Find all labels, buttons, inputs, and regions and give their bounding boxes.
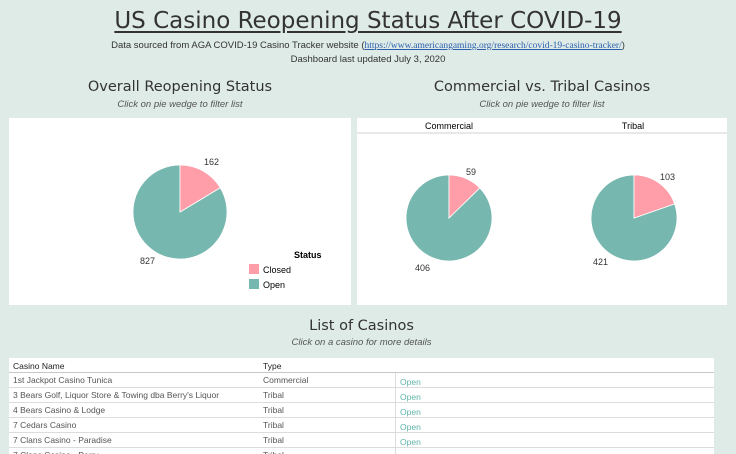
casino-name-cell[interactable]: 1st Jackpot Casino Tunica — [13, 375, 113, 385]
comparison-instruction: Click on pie wedge to filter list — [479, 99, 605, 110]
casino-type-cell: Tribal — [263, 405, 284, 415]
tribal-value-label-open: 421 — [593, 257, 608, 267]
column-header-type: Type — [263, 361, 282, 371]
comparison-heading: Commercial vs. Tribal Casinos — [433, 79, 651, 95]
data-source-note: Data sourced from AGA COVID-19 Casino Tr… — [0, 40, 736, 51]
overall-pie-panel: Status Closed Open 162 827 — [9, 118, 351, 305]
casino-table: Casino Name Type 1st Jackpot Casino Tuni… — [9, 358, 714, 454]
legend-swatch-open[interactable] — [249, 279, 259, 289]
commercial-value-label-open: 406 — [415, 263, 430, 273]
table-row[interactable]: 7 Clans Casino - Perry Tribal Open — [9, 448, 714, 454]
source-prefix: Data sourced from AGA COVID-19 Casino Tr… — [111, 40, 365, 51]
column-header-commercial: Commercial — [425, 121, 473, 131]
table-row[interactable]: 7 Clans Casino - Paradise Tribal Open — [9, 433, 714, 448]
table-header: Casino Name Type — [9, 358, 714, 373]
casino-name-cell[interactable]: 7 Clans Casino - Paradise — [13, 435, 112, 445]
status-link[interactable]: Open — [400, 377, 421, 387]
table-row[interactable]: 1st Jackpot Casino Tunica Commercial Open — [9, 373, 714, 388]
status-cell: Open — [395, 418, 714, 432]
status-link[interactable]: Open — [400, 392, 421, 402]
comparison-pie-charts: Commercial Tribal 59 406 103 421 — [357, 121, 727, 273]
casino-name-cell[interactable]: 7 Clans Casino - Perry — [13, 450, 99, 454]
overall-instruction: Click on pie wedge to filter list — [117, 99, 243, 110]
source-link[interactable]: https://www.americangaming.org/research/… — [364, 41, 622, 51]
status-cell: Open — [395, 388, 714, 402]
status-link[interactable]: Open — [400, 407, 421, 417]
table-row[interactable]: 4 Bears Casino & Lodge Tribal Open — [9, 403, 714, 418]
overall-value-label-closed: 162 — [204, 157, 219, 167]
legend-label-open: Open — [263, 280, 285, 290]
casino-type-cell: Tribal — [263, 390, 284, 400]
list-heading: List of Casinos — [309, 318, 414, 334]
table-row[interactable]: 3 Bears Golf, Liquor Store & Towing dba … — [9, 388, 714, 403]
commercial-value-label-closed: 59 — [466, 167, 476, 177]
legend-swatch-closed[interactable] — [249, 264, 259, 274]
casino-type-cell: Tribal — [263, 420, 284, 430]
casino-type-cell: Tribal — [263, 435, 284, 445]
tribal-wedge-closed[interactable] — [633, 174, 676, 219]
status-link[interactable]: Open — [400, 437, 421, 447]
legend-title: Status — [294, 250, 322, 260]
overall-pie-chart: Status Closed Open 162 827 — [132, 157, 322, 290]
status-cell: Open — [395, 373, 714, 387]
page-title: US Casino Reopening Status After COVID-1… — [114, 8, 622, 34]
column-header-name: Casino Name — [13, 361, 65, 371]
casino-name-cell[interactable]: 7 Cedars Casino — [13, 420, 77, 430]
casino-name-cell[interactable]: 4 Bears Casino & Lodge — [13, 405, 106, 415]
status-cell: Open — [395, 403, 714, 417]
status-cell: Open — [395, 433, 714, 447]
list-instruction: Click on a casino for more details — [291, 337, 432, 348]
casino-type-cell: Commercial — [263, 375, 309, 385]
last-updated: Dashboard last updated July 3, 2020 — [290, 54, 446, 65]
status-link[interactable]: Open — [400, 452, 421, 454]
column-header-tribal: Tribal — [622, 121, 644, 131]
casino-type-cell: Tribal — [263, 450, 284, 454]
casino-name-cell[interactable]: 3 Bears Golf, Liquor Store & Towing dba … — [13, 390, 220, 400]
legend: Status Closed Open — [249, 250, 322, 290]
overall-value-label-open: 827 — [140, 256, 155, 266]
source-suffix: ) — [621, 40, 625, 51]
table-row[interactable]: 7 Cedars Casino Tribal Open — [9, 418, 714, 433]
commercial-wedge-closed[interactable] — [448, 174, 481, 219]
overall-wedge-closed[interactable] — [179, 164, 221, 213]
overall-heading: Overall Reopening Status — [87, 79, 273, 95]
legend-label-closed: Closed — [263, 265, 291, 275]
status-link[interactable]: Open — [400, 422, 421, 432]
comparison-pie-panel: Commercial Tribal 59 406 103 421 — [357, 118, 727, 305]
status-cell: Open — [395, 448, 714, 454]
tribal-value-label-closed: 103 — [660, 172, 675, 182]
